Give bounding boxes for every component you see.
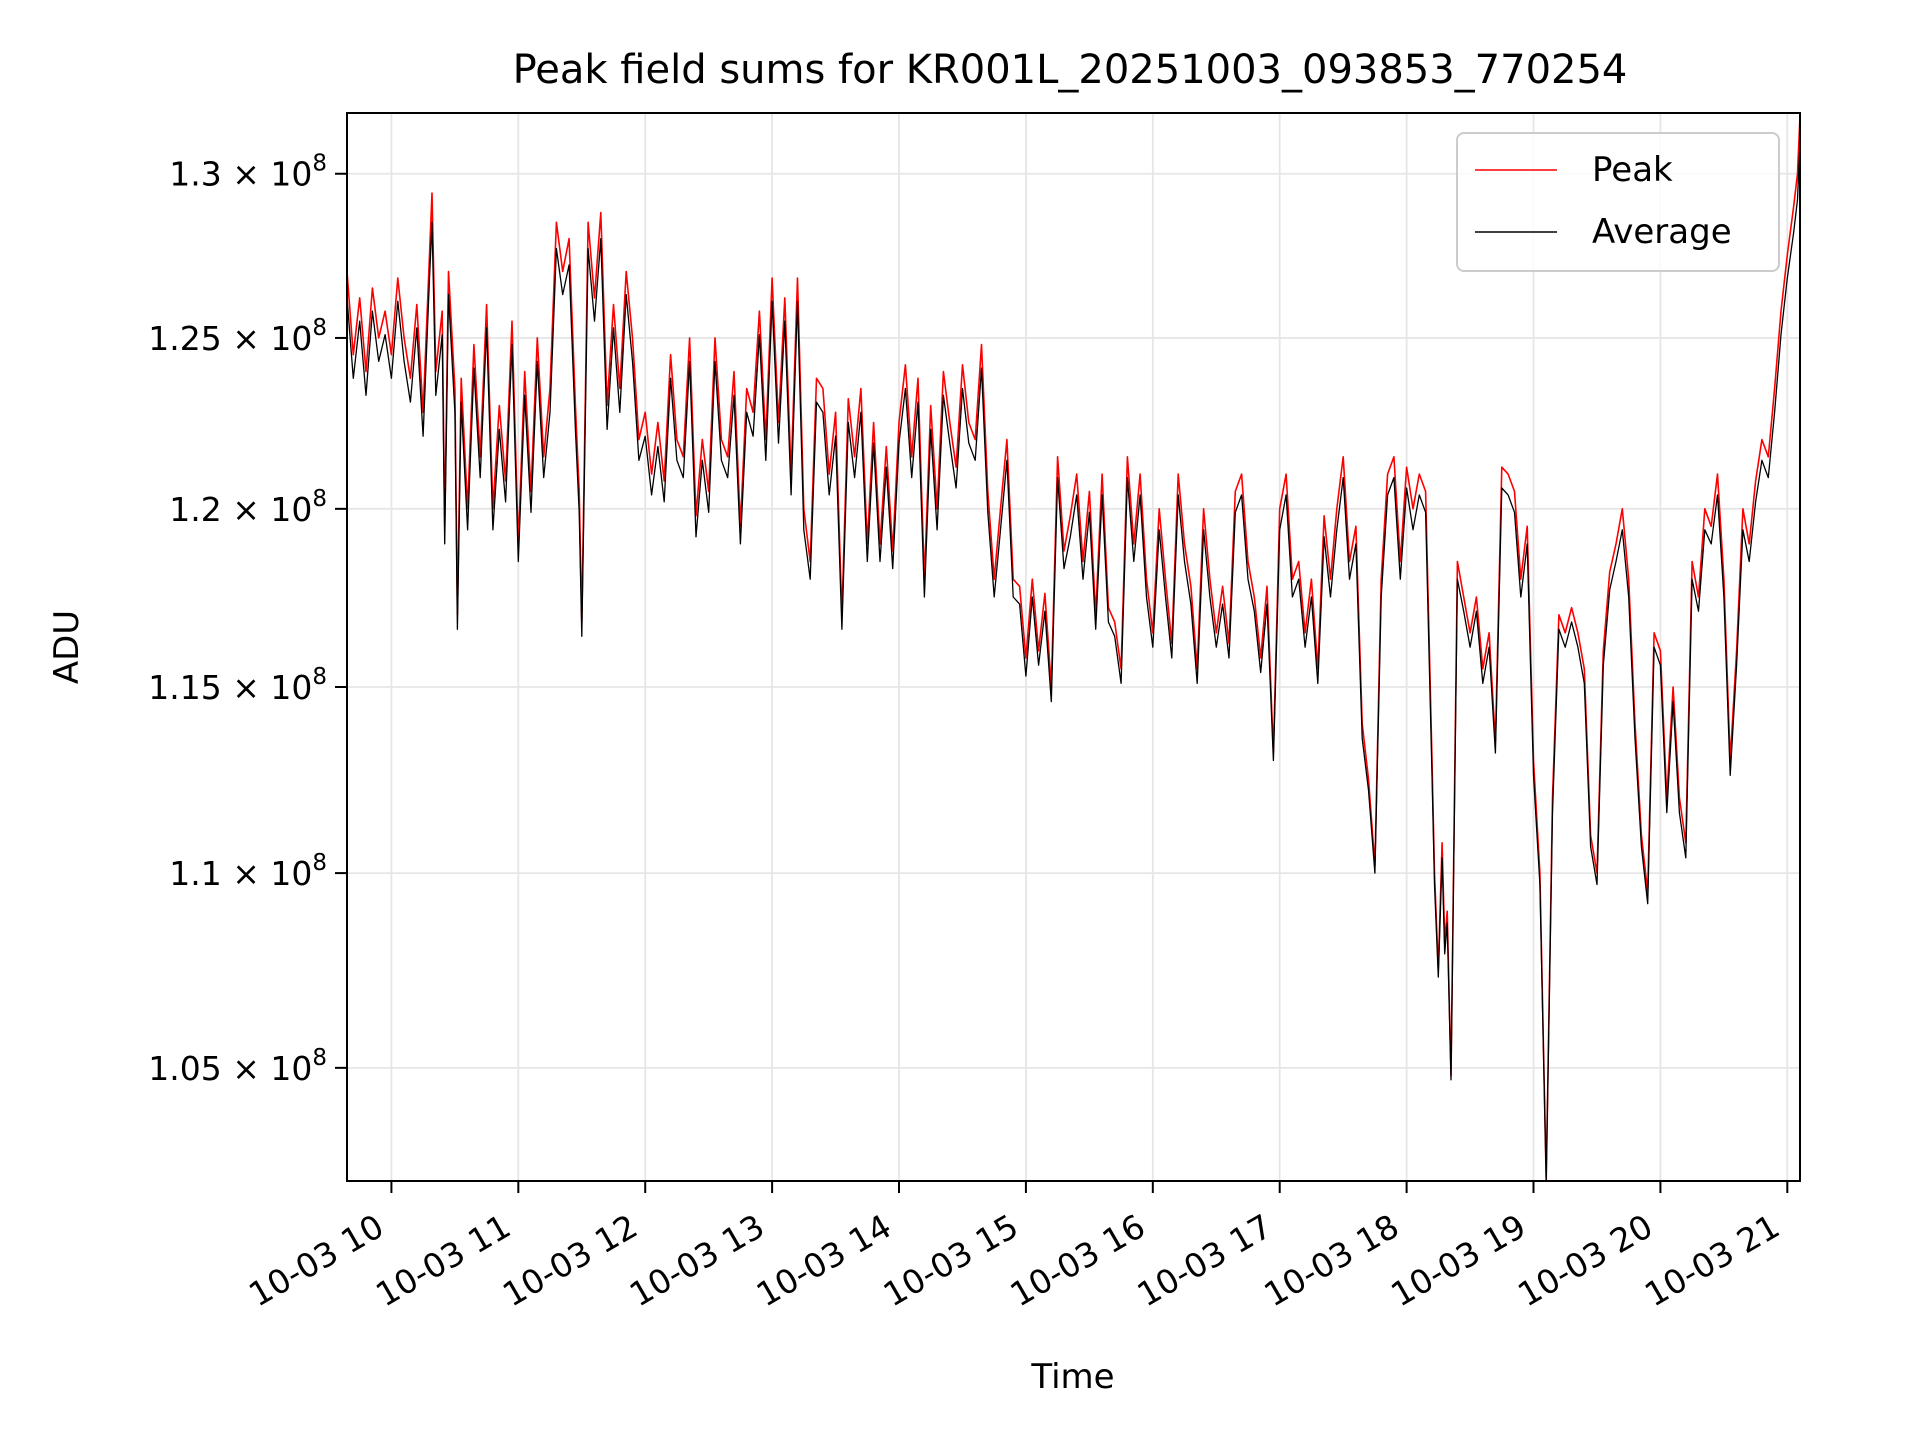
legend-peak-label: Peak (1592, 150, 1673, 190)
grid (347, 113, 1800, 1181)
x-tick-label: 10-03 14 (750, 1206, 898, 1314)
x-tick-label: 10-03 17 (1130, 1206, 1278, 1314)
series-line-average (346, 141, 1801, 1182)
legend-box (1456, 132, 1780, 272)
y-tick-label: 1.3 × 108 (169, 151, 327, 194)
series-layer (346, 116, 1801, 1182)
x-tick-label: 10-03 16 (1004, 1206, 1152, 1314)
x-tick-label: 10-03 10 (242, 1206, 390, 1314)
series-line-peak (346, 116, 1801, 1182)
x-tick-label: 10-03 13 (623, 1206, 771, 1314)
y-axis-label: ADU (47, 610, 87, 684)
plot-area-frame (346, 112, 1801, 1182)
x-tick-label: 10-03 12 (496, 1206, 644, 1314)
x-tick-label: 10-03 21 (1638, 1206, 1786, 1314)
y-tick-label: 1.1 × 108 (169, 850, 327, 893)
y-axis: 1.05 × 108 1.1 × 108 1.15 × 108 1.2 × 108 1.… (148, 151, 347, 1088)
x-tick-label: 10-03 19 (1384, 1206, 1532, 1314)
chart-title: Peak field sums for KR001L_20251003_0938… (513, 47, 1628, 93)
y-tick-label: 1.25 × 108 (148, 315, 327, 358)
y-tick-label: 1.2 × 108 (169, 486, 327, 529)
x-tick-label: 10-03 18 (1257, 1206, 1405, 1314)
y-tick-label: 1.15 × 108 (148, 664, 327, 707)
legend: Peak Average (1456, 132, 1780, 272)
x-tick-label: 10-03 15 (877, 1206, 1025, 1314)
x-tick-label: 10-03 11 (369, 1206, 517, 1314)
legend-average-label: Average (1592, 212, 1732, 252)
x-tick-label: 10-03 20 (1511, 1206, 1659, 1314)
y-tick-label: 1.05 × 108 (148, 1045, 327, 1088)
x-axis-label: Time (1030, 1357, 1114, 1397)
